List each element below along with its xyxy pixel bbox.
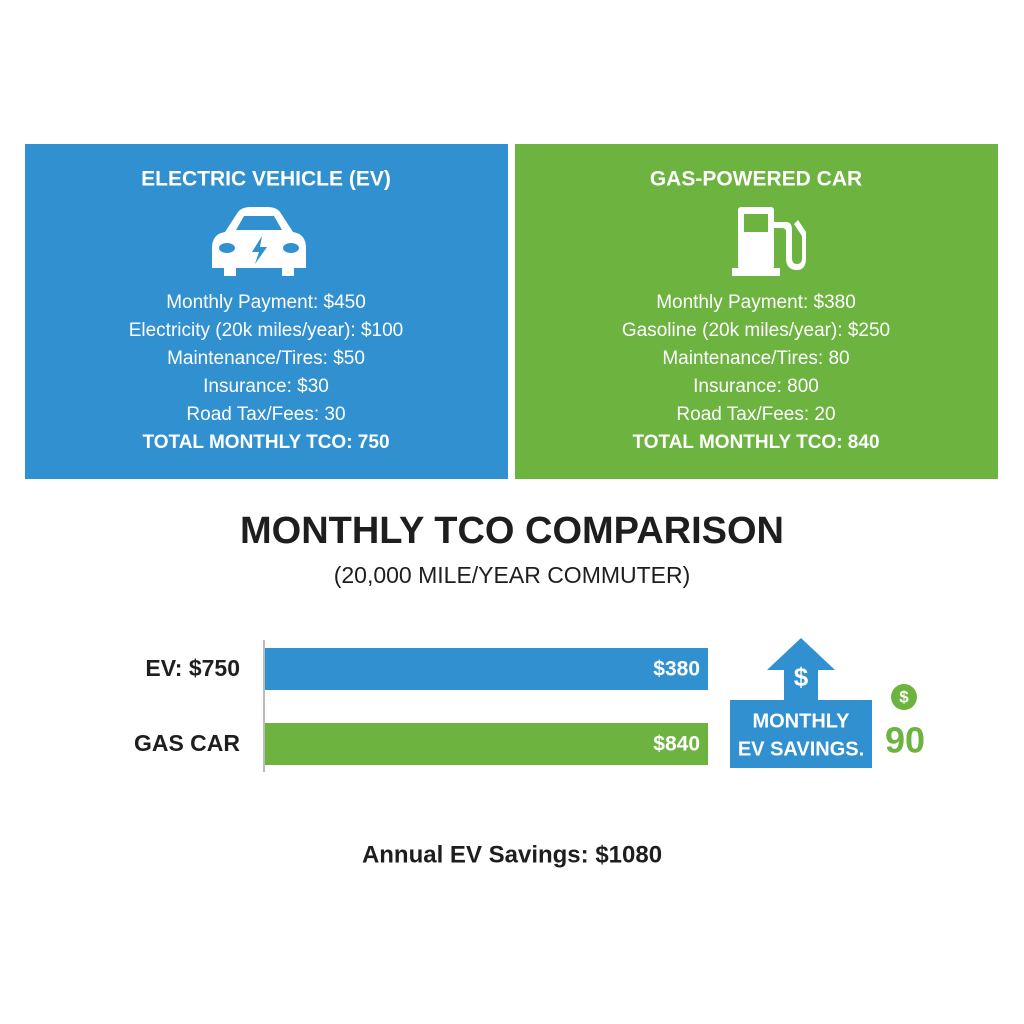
badge-icon: $ [794, 662, 809, 692]
footer: Annual EV Savings: $1080 [362, 841, 662, 868]
panel-title: GAS-POWERED CAR [650, 168, 862, 191]
panel-item: Road Tax/Fees: 30 [186, 404, 345, 425]
panel-item: Monthly Payment: $380 [656, 292, 856, 313]
coin-icon [891, 684, 917, 710]
panel-item: TOTAL MONTHLY TCO: 840 [632, 432, 879, 453]
bar-label: $840 [653, 733, 700, 756]
panel-item: Road Tax/Fees: 20 [676, 404, 835, 425]
panel-item: Monthly Payment: $450 [166, 292, 366, 313]
panel-item: Electricity (20k miles/year): $100 [129, 320, 404, 341]
bar-label: $380 [653, 658, 700, 681]
up-arrow [767, 638, 835, 710]
panel-item: Insurance: 800 [693, 376, 819, 397]
panel-item: Gasoline (20k miles/year): $250 [622, 320, 890, 341]
row-label: EV: $750 [145, 655, 240, 681]
row-label: GAS CAR [134, 730, 240, 756]
bar [265, 723, 708, 765]
panel-item: Insurance: $30 [203, 376, 329, 397]
panel-item: TOTAL MONTHLY TCO: 750 [142, 432, 389, 453]
badge-line: MONTHLY [752, 710, 850, 732]
badge-line: EV SAVINGS. [738, 738, 864, 760]
coin-symbol: $ [899, 687, 909, 706]
bar [265, 648, 708, 690]
panel-item: Maintenance/Tires: 80 [662, 348, 849, 369]
panel-item: Maintenance/Tires: $50 [167, 348, 365, 369]
gas-panel [515, 144, 998, 479]
comparison-subtitle: (20,000 MILE/YEAR COMMUTER) [334, 562, 691, 588]
fuel-icon [732, 207, 806, 276]
panel-title: ELECTRIC VEHICLE (EV) [141, 168, 391, 191]
comparison-title: MONTHLY TCO COMPARISON [240, 510, 784, 552]
savings-value: 90 [885, 720, 925, 761]
ev-panel [25, 144, 508, 479]
car-icon [212, 207, 306, 276]
savings-badge [730, 700, 872, 768]
